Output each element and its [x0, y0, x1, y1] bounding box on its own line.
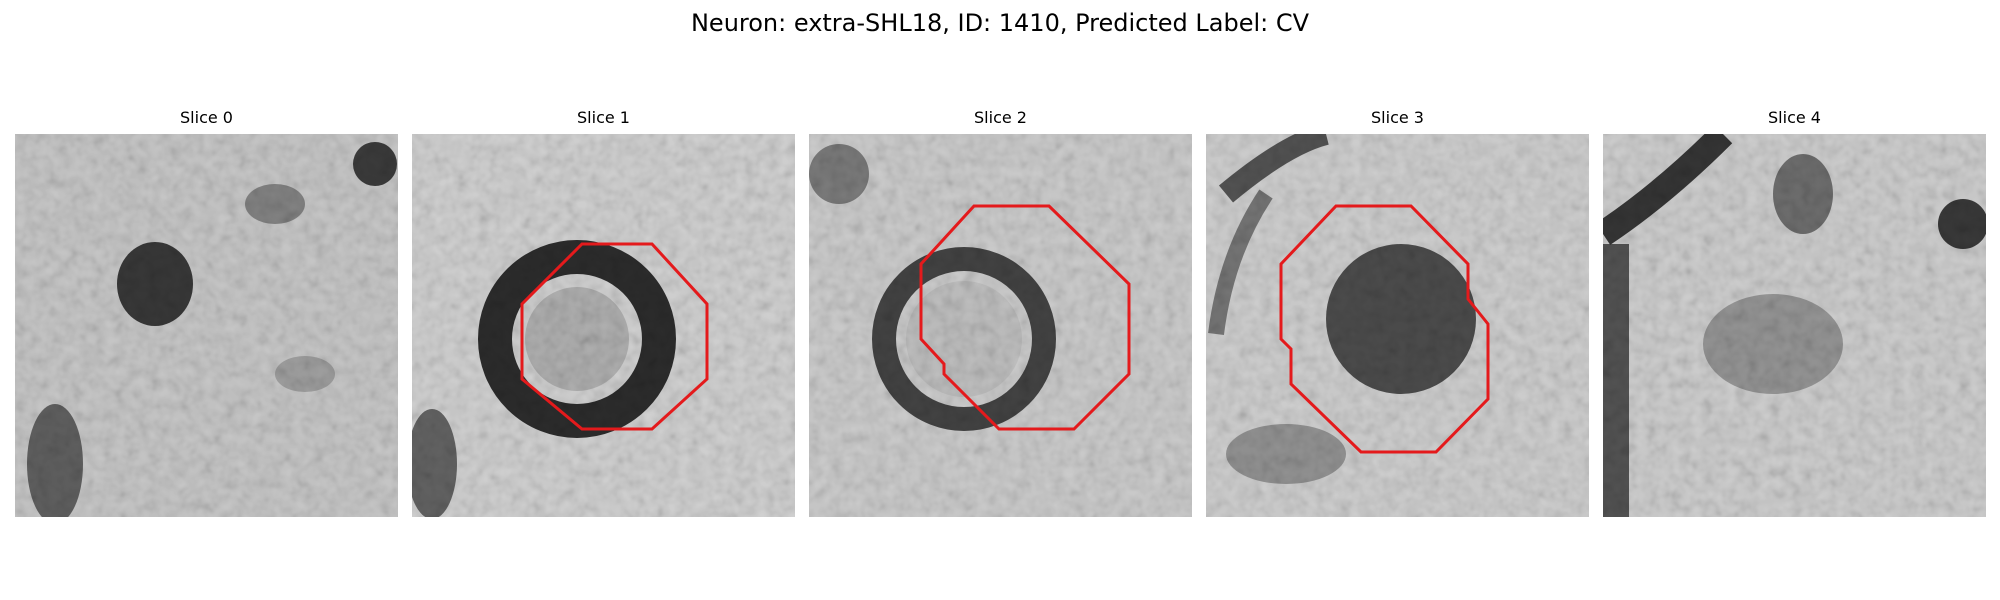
slice-panel-2: Slice 2 [809, 108, 1192, 517]
slice-title: Slice 3 [1371, 108, 1424, 127]
slice-image [15, 134, 398, 517]
roi-outline [1279, 204, 1490, 454]
slice-image [412, 134, 795, 517]
slice-title: Slice 0 [180, 108, 233, 127]
slice-title: Slice 2 [974, 108, 1027, 127]
slice-title: Slice 4 [1768, 108, 1821, 127]
grayscale-tile [412, 134, 795, 517]
grayscale-tile [15, 134, 398, 517]
slice-image [1603, 134, 1986, 517]
roi-outline [520, 242, 709, 431]
roi-outline [919, 204, 1131, 431]
slice-image [1206, 134, 1589, 517]
slice-title: Slice 1 [577, 108, 630, 127]
grayscale-tile [809, 134, 1192, 517]
grayscale-tile [1206, 134, 1589, 517]
slice-panel-0: Slice 0 [15, 108, 398, 517]
slice-panel-3: Slice 3 [1206, 108, 1589, 517]
slice-panel-4: Slice 4 [1603, 108, 1986, 517]
slice-panel-1: Slice 1 [412, 108, 795, 517]
figure-title: Neuron: extra-SHL18, ID: 1410, Predicted… [690, 9, 1310, 37]
slice-image [809, 134, 1192, 517]
grayscale-tile [1603, 134, 1986, 517]
